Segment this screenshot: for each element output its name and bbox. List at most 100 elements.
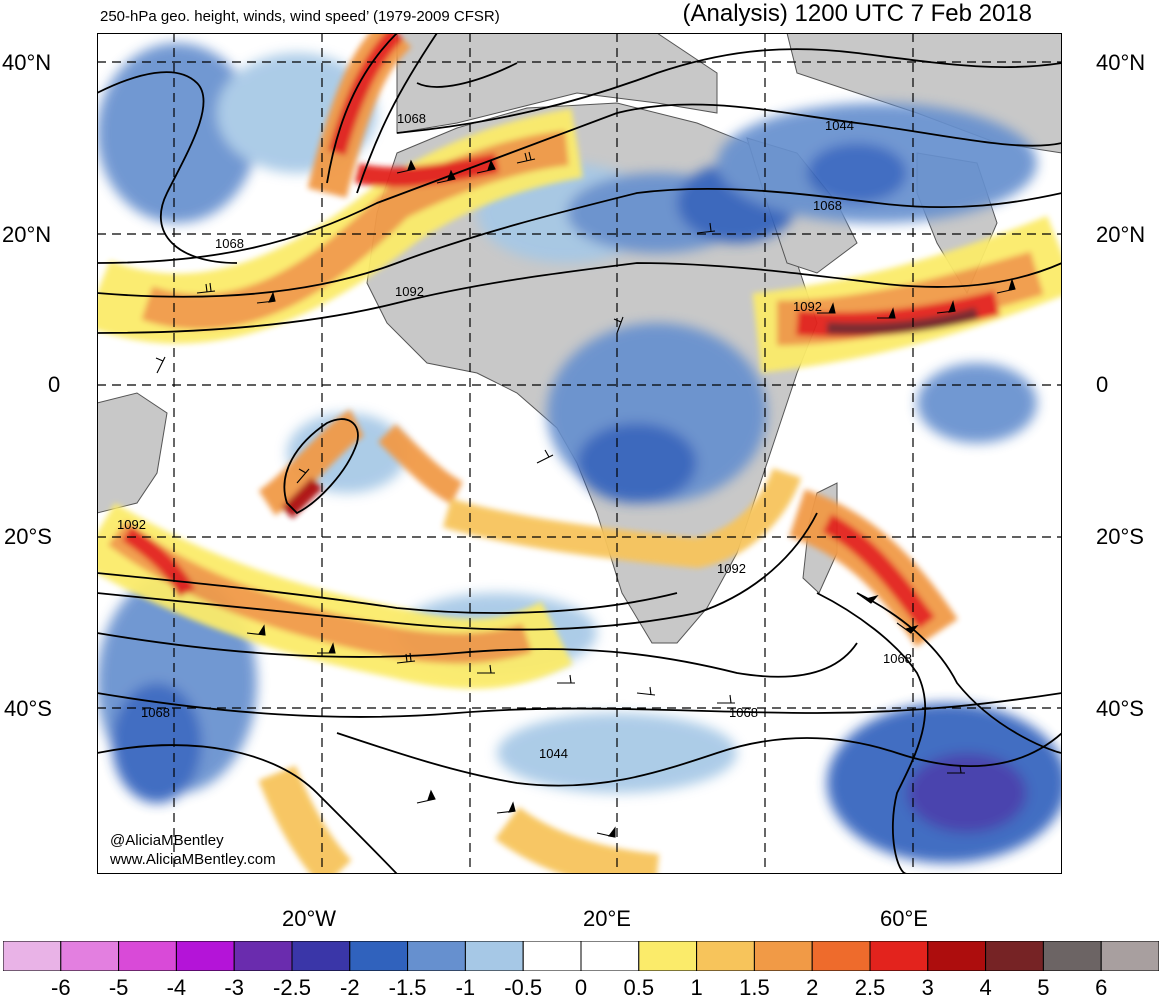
colorbar-label: 5	[1037, 975, 1050, 1000]
contour-labels: 1068 1092 1044 1068 1092 1092 1068 1068 …	[117, 111, 912, 761]
map-frame	[97, 33, 1062, 874]
colorbar-label: 1.5	[739, 975, 770, 1000]
colorbar-label: 1	[690, 975, 703, 1000]
contour-label: 1092	[717, 561, 746, 576]
colorbar-label: -4	[166, 975, 187, 1000]
colorbar-label: -2.5	[273, 975, 311, 1000]
colorbar-swatch	[1042, 941, 1102, 971]
wind-barb	[696, 222, 716, 234]
weather-map: 1068 1092 1044 1068 1092 1092 1068 1068 …	[97, 33, 1062, 874]
wind-barb	[817, 302, 836, 314]
colorbar-swatch	[927, 941, 987, 971]
wind-barb	[396, 159, 416, 174]
contour-label: 1092	[117, 517, 146, 532]
wind-barb	[256, 291, 276, 304]
lon-label-60e: 60°E	[880, 906, 928, 931]
colorbar-swatch	[464, 941, 524, 971]
colorbar-label: -0.5	[504, 975, 543, 1000]
lat-label-right-eq: 0	[1096, 372, 1109, 397]
wind-barb	[557, 674, 575, 684]
wind-barbs	[155, 151, 1016, 838]
wind-barb	[477, 664, 495, 674]
lat-label-left-20n: 20°N	[2, 222, 52, 247]
wind-barb	[877, 307, 896, 319]
wind-barb	[496, 801, 516, 814]
lat-label-left-40s: 40°S	[4, 696, 52, 721]
contour-label: 1044	[825, 118, 854, 133]
colorbar-swatch	[638, 941, 698, 971]
contour-label: 1044	[539, 746, 568, 761]
wind-barb	[996, 278, 1016, 294]
colorbar-swatch	[696, 941, 755, 971]
contour-label: 1068	[141, 705, 170, 720]
lon-label-20w: 20°W	[282, 906, 337, 931]
colorbar-label: 4	[979, 975, 992, 1000]
lat-label-right-20s: 20°S	[1096, 524, 1144, 549]
contour-label: 1068	[397, 111, 426, 126]
wind-barb	[476, 159, 496, 174]
colorbar-swatch	[869, 941, 929, 971]
colorbar-label: 0.5	[623, 975, 655, 1000]
wind-barb	[155, 356, 166, 374]
wind-barb	[436, 169, 456, 184]
colorbar-label: -6	[51, 975, 71, 1000]
colorbar-swatch	[522, 941, 582, 971]
wind-barb	[856, 592, 879, 604]
colorbar-label: -2	[340, 975, 360, 1000]
wind-barb	[317, 642, 336, 654]
credit-handle: @AliciaMBentley	[110, 832, 224, 849]
lat-label-left-40n: 40°N	[2, 50, 52, 75]
colorbar-label: 0	[574, 975, 588, 1000]
colorbar-label: 3	[921, 975, 934, 1000]
colorbar-label: 2	[806, 975, 819, 1000]
wind-barb	[596, 826, 616, 838]
wind-barb	[516, 151, 536, 164]
colorbar-label: -3	[224, 975, 244, 1000]
wind-barb	[416, 789, 436, 804]
wind-barb	[536, 449, 554, 464]
contour-label: 1068	[883, 651, 912, 666]
lat-label-left-20s: 20°S	[4, 524, 52, 549]
wind-barb	[717, 694, 735, 704]
lat-label-right-40n: 40°N	[1096, 50, 1146, 75]
contour-label: 1092	[395, 284, 424, 299]
colorbar-swatch	[985, 941, 1044, 971]
colorbar-label: -5	[108, 975, 129, 1000]
colorbar-label: -1.5	[388, 975, 427, 1000]
colorbar-swatch	[753, 941, 813, 971]
colorbar-swatch	[407, 941, 466, 971]
wind-barb	[396, 652, 416, 664]
map-subtitle: 250-hPa geo. height, winds, wind speed’ …	[100, 8, 500, 25]
map-title: (Analysis) 1200 UTC 7 Feb 2018	[682, 0, 1033, 27]
colorbar-swatch	[60, 941, 120, 971]
colorbar-swatch	[3, 941, 62, 971]
credit-site: www.AliciaMBentley.com	[110, 851, 276, 868]
colorbar-swatch	[1100, 941, 1159, 971]
colorbar-label: 2.5	[854, 975, 886, 1000]
lat-label-right-40s: 40°S	[1096, 696, 1144, 721]
colorbar-label: 6	[1095, 975, 1108, 1000]
wind-barb	[296, 468, 310, 484]
colorbar-swatch	[233, 941, 293, 971]
colorbar-swatch	[349, 941, 409, 971]
wind-barb	[936, 300, 956, 314]
wind-barb	[896, 622, 919, 634]
wind-barb	[636, 686, 656, 696]
lat-label-right-20n: 20°N	[1096, 222, 1146, 247]
colorbar-swatch	[118, 941, 177, 971]
colorbar-swatch	[175, 941, 235, 971]
height-contours	[97, 33, 1062, 874]
south-america-land	[97, 392, 168, 514]
wind-barb	[947, 764, 965, 774]
wind-barb	[613, 316, 624, 334]
lat-label-left-eq: 0	[48, 372, 61, 397]
colorbar-swatch	[811, 941, 871, 971]
wind-barb	[196, 282, 216, 294]
colorbar-label: -1	[455, 975, 476, 1000]
contour-label: 1068	[729, 705, 758, 720]
lon-label-20e: 20°E	[583, 906, 631, 931]
contour-label: 1068	[215, 236, 244, 251]
contour-label: 1092	[793, 299, 822, 314]
colorbar	[3, 941, 1159, 971]
colorbar-swatch	[580, 941, 640, 971]
